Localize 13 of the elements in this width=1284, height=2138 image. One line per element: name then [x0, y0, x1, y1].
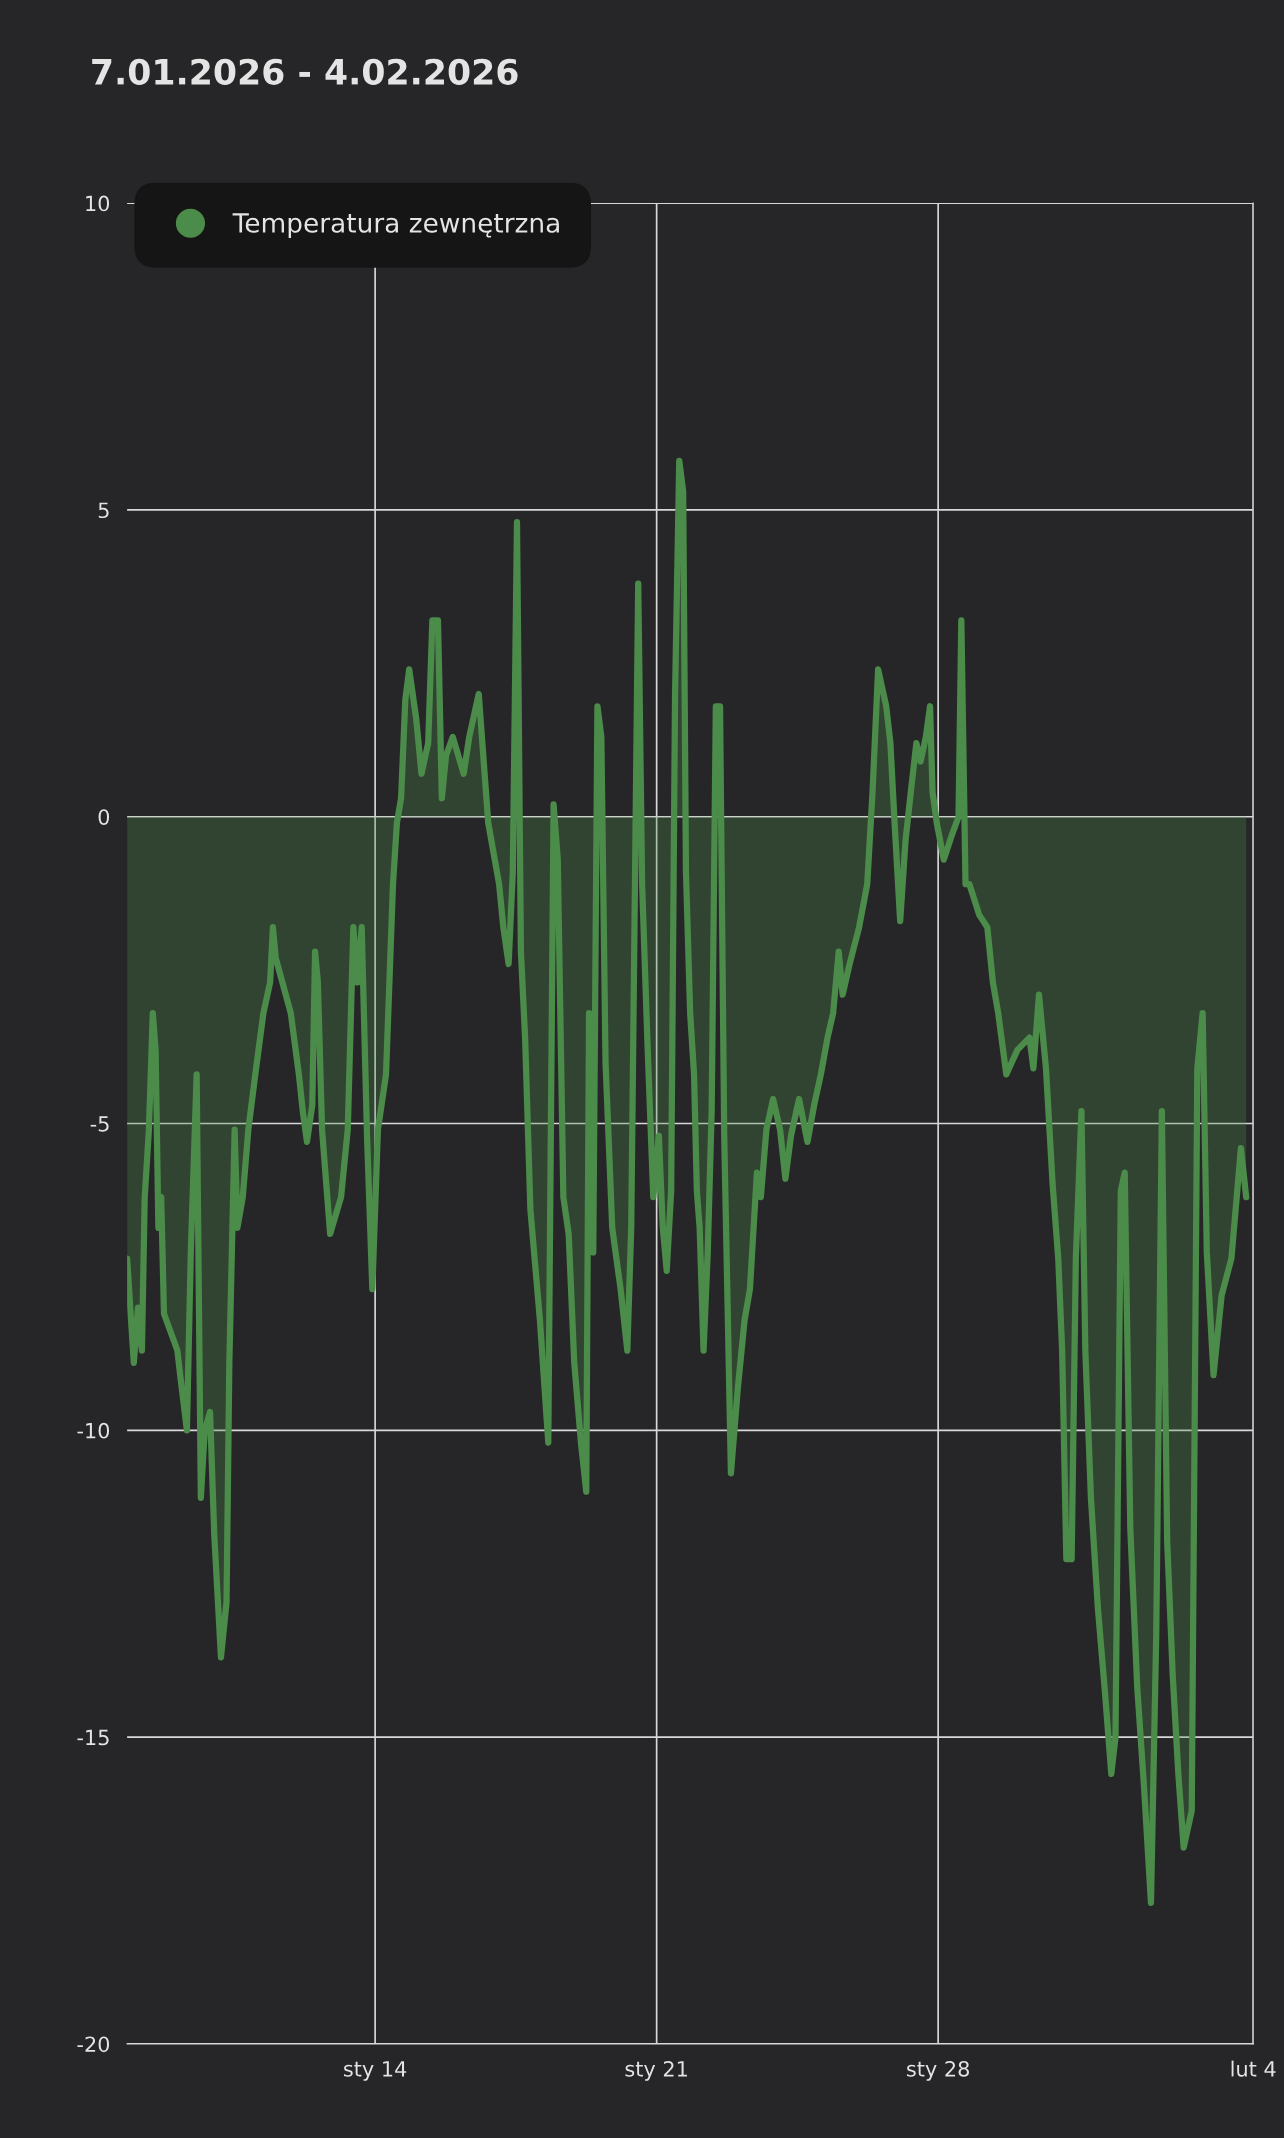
legend-label: Temperatura zewnętrzna: [232, 213, 559, 238]
y-tick-label: 10: [86, 195, 110, 212]
y-tick-label: -15: [77, 1729, 109, 1746]
x-tick-label: sty 28: [907, 2060, 969, 2081]
x-tick-label: sty 14: [344, 2061, 407, 2081]
y-tick-label: 0: [98, 809, 110, 825]
y-tick-label: -5: [90, 1116, 109, 1132]
x-tick-label: lut 4: [1231, 2060, 1276, 2077]
y-tick-label: -10: [77, 1422, 110, 1439]
chart-title: 7.01.2026 - 4.02.2026: [92, 58, 518, 85]
x-tick-label: sty 21: [625, 2060, 687, 2081]
y-tick-label: 5: [98, 502, 109, 519]
y-tick-label: -20: [77, 2036, 110, 2053]
